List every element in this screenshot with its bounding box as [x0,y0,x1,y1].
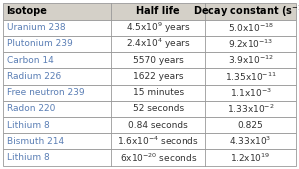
Bar [3,149,296,166]
Text: 52 seconds: 52 seconds [133,104,184,113]
Text: 5570 years: 5570 years [133,56,184,65]
Bar [3,20,296,36]
Text: Radon 220: Radon 220 [7,104,55,113]
Text: 0.825: 0.825 [238,120,263,130]
Bar [3,36,296,52]
Text: 0.84 seconds: 0.84 seconds [128,120,188,130]
Bar [3,84,296,101]
Text: Uranium 238: Uranium 238 [7,23,65,32]
Text: 9.2x10$^{-13}$: 9.2x10$^{-13}$ [228,38,273,50]
Text: 1.2x10$^{19}$: 1.2x10$^{19}$ [231,151,271,164]
Bar [3,101,296,117]
Text: 2.4x10$^{4}$ years: 2.4x10$^{4}$ years [126,37,190,51]
Bar [3,133,296,149]
Text: 4.33x10$^{3}$: 4.33x10$^{3}$ [229,135,272,148]
Bar [3,52,296,68]
Text: 3.9x10$^{-12}$: 3.9x10$^{-12}$ [228,54,274,66]
Text: Carbon 14: Carbon 14 [7,56,53,65]
Bar [3,3,296,20]
Text: 15 minutes: 15 minutes [133,88,184,97]
Text: 1.33x10$^{-2}$: 1.33x10$^{-2}$ [227,103,274,115]
Text: 1.6x10$^{-4}$ seconds: 1.6x10$^{-4}$ seconds [117,135,199,148]
Text: Isotope: Isotope [7,6,48,17]
Text: Plutonium 239: Plutonium 239 [7,39,72,49]
Text: 1.1x10$^{-3}$: 1.1x10$^{-3}$ [230,86,271,99]
Text: Radium 226: Radium 226 [7,72,61,81]
Text: Decay constant (s$^{-1}$): Decay constant (s$^{-1}$) [193,4,299,19]
Text: 6x10$^{-20}$ seconds: 6x10$^{-20}$ seconds [120,151,197,164]
Text: 1622 years: 1622 years [133,72,184,81]
Text: Free neutron 239: Free neutron 239 [7,88,84,97]
Bar [3,68,296,84]
Bar [3,117,296,133]
Text: Lithium 8: Lithium 8 [7,120,49,130]
Text: 4.5x10$^{9}$ years: 4.5x10$^{9}$ years [126,20,190,35]
Text: Lithium 8: Lithium 8 [7,153,49,162]
Text: Half life: Half life [136,6,180,17]
Text: 5.0x10$^{-18}$: 5.0x10$^{-18}$ [228,21,274,34]
Text: Bismuth 214: Bismuth 214 [7,137,64,146]
Text: 1.35x10$^{-11}$: 1.35x10$^{-11}$ [225,70,277,83]
